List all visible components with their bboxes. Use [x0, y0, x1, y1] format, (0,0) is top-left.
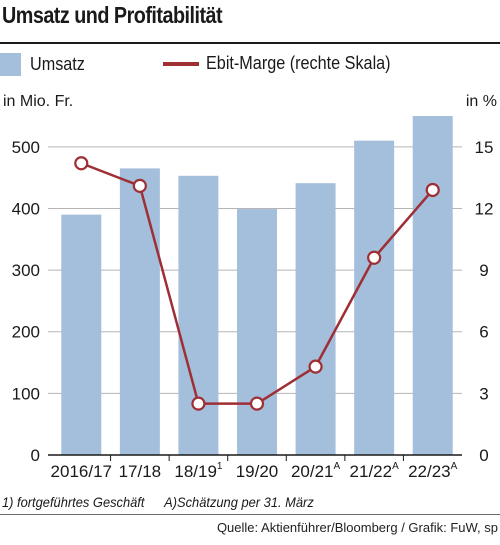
x-tick-label: 17/18: [119, 462, 162, 481]
y-tick-label: 300: [12, 261, 40, 280]
left-axis-unit: in Mio. Fr.: [3, 93, 74, 110]
x-tick-superscript: 1: [217, 461, 223, 472]
x-tick-superscript: A: [451, 461, 458, 472]
footnotes: 1) fortgeführtes Geschäft A)Schätzung pe…: [2, 494, 330, 510]
x-tick-label: 20/21A: [291, 461, 341, 481]
legend-item-umsatz: Umsatz: [0, 53, 91, 76]
x-tick-label: 21/22A: [350, 461, 400, 481]
y2-tick-label: 3: [479, 384, 488, 403]
y-tick-label: 100: [12, 384, 40, 403]
footer-rule: [0, 514, 500, 515]
x-tick-superscript: A: [392, 461, 399, 472]
legend-item-ebit-marge: Ebit-Marge (rechte Skala): [163, 53, 411, 74]
right-axis-unit: in %: [465, 93, 497, 110]
margin-point: [132, 178, 147, 193]
y-tick-label: 0: [31, 446, 40, 465]
source-credit: Quelle: Aktienführer/Bloomberg / Grafik:…: [216, 520, 498, 535]
margin-point: [74, 156, 89, 171]
margin-point: [367, 250, 382, 265]
y-tick-label: 500: [12, 138, 40, 157]
y-tick-label: 200: [12, 323, 40, 342]
x-tick-label: 22/23A: [408, 461, 458, 481]
y2-tick-label: 6: [479, 323, 488, 342]
x-tick-label: 19/20: [236, 462, 279, 481]
legend-bar-swatch: [0, 53, 21, 76]
y2-tick-label: 0: [479, 446, 488, 465]
bar: [178, 175, 219, 455]
y-tick-label: 400: [12, 199, 40, 218]
margin-point: [425, 182, 440, 198]
bar: [354, 140, 395, 455]
x-tick-superscript: A: [334, 461, 341, 472]
bar: [61, 214, 102, 455]
bar: [237, 209, 277, 455]
margin-point: [249, 396, 265, 411]
bar: [412, 116, 453, 455]
y2-tick-label: 9: [479, 261, 488, 280]
legend-label-umsatz: Umsatz: [30, 54, 85, 74]
margin-point: [191, 396, 206, 411]
footnote-estimate: A)Schätzung per 31. März: [164, 494, 314, 510]
x-tick-label: 2016/17: [51, 462, 112, 481]
y2-tick-label: 15: [475, 138, 494, 157]
margin-point: [308, 359, 323, 374]
legend: Umsatz Ebit-Marge (rechte Skala): [0, 53, 500, 83]
legend-label-ebit-marge: Ebit-Marge (rechte Skala): [206, 53, 391, 73]
bar: [119, 168, 160, 455]
footnote-continued-business: 1) fortgeführtes Geschäft: [2, 494, 145, 510]
y2-tick-label: 12: [475, 199, 494, 218]
bar: [295, 183, 336, 455]
title-rule: [0, 42, 500, 44]
legend-line-swatch: [163, 61, 199, 66]
chart-title: Umsatz und Profitabilität: [2, 2, 223, 28]
x-tick-label: 18/191: [174, 461, 223, 481]
